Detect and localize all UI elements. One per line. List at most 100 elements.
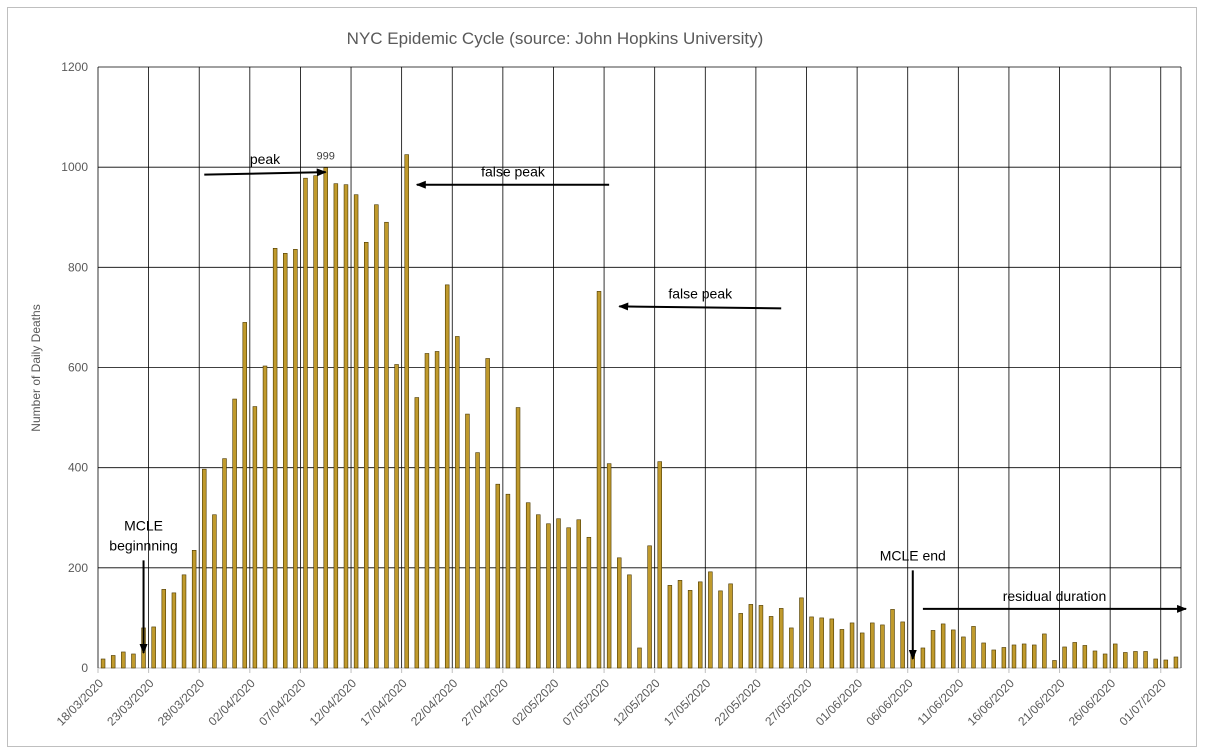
bar <box>647 545 652 669</box>
bar <box>1153 658 1158 669</box>
bar <box>536 514 541 669</box>
x-tick-label: 11/06/2020 <box>915 676 967 728</box>
x-tick-label: 22/05/2020 <box>712 676 765 729</box>
x-tick-label: 07/04/2020 <box>256 676 309 729</box>
bar <box>191 550 197 669</box>
bar <box>475 452 480 669</box>
x-tick-label: 07/05/2020 <box>560 676 613 729</box>
x-tick-label: 23/03/2020 <box>104 676 157 729</box>
bar <box>576 519 581 669</box>
bar <box>363 241 369 669</box>
bar <box>606 463 612 669</box>
bar <box>485 358 490 669</box>
x-tick-label: 21/06/2020 <box>1015 676 1068 729</box>
bars-layer <box>100 154 1179 669</box>
bar <box>1062 646 1067 669</box>
bar <box>991 649 996 669</box>
bar <box>890 609 895 669</box>
bar <box>546 523 551 669</box>
bar <box>434 351 440 669</box>
bar <box>1112 643 1118 669</box>
bar <box>505 493 511 669</box>
bar <box>343 184 349 669</box>
bar <box>262 365 268 669</box>
x-tick-label: 16/06/2020 <box>965 676 1018 729</box>
bar <box>951 629 956 669</box>
x-tick-label: 01/06/2020 <box>813 676 866 729</box>
y-tick-label: 200 <box>68 561 88 575</box>
bar <box>252 406 258 669</box>
bar <box>121 651 126 669</box>
y-tick-label: 1000 <box>61 160 88 174</box>
bar <box>768 616 774 669</box>
axis-layer: 0 200 400 600 800 1000 1200 18/03/202023/03/202… <box>54 60 1169 729</box>
x-tick-label: 01/07/2020 <box>1116 676 1169 729</box>
bar <box>424 353 430 669</box>
x-tick-label: 12/04/2020 <box>307 676 360 729</box>
bar <box>1052 660 1057 669</box>
bar <box>1011 644 1017 669</box>
x-tick-label: 17/04/2020 <box>357 676 410 729</box>
bar <box>333 183 339 669</box>
bar <box>1082 645 1088 669</box>
bar <box>1123 652 1128 669</box>
bar <box>455 336 460 669</box>
bar <box>202 468 207 669</box>
annotation-layer: 999 peak false peak false peak MCLE beginnnin… <box>109 151 1188 660</box>
bar <box>161 589 167 669</box>
x-tick-label: 18/03/2020 <box>54 676 107 729</box>
bar <box>758 605 764 669</box>
x-tick-label: 02/05/2020 <box>509 676 562 729</box>
x-tick-label: 12/05/2020 <box>610 676 663 729</box>
bar <box>1021 643 1027 669</box>
y-axis-label: Number of Daily Deaths <box>29 304 43 431</box>
annotation-label: beginnning <box>109 537 178 553</box>
bar <box>1143 651 1148 669</box>
y-tick-label: 0 <box>81 661 88 675</box>
bar <box>313 175 318 669</box>
bar <box>627 574 632 669</box>
bar <box>677 580 683 669</box>
bar <box>849 622 855 669</box>
bar <box>212 514 217 669</box>
bar <box>1072 642 1077 669</box>
y-tick-label: 600 <box>68 361 88 375</box>
bar <box>789 627 794 669</box>
bar <box>404 154 409 669</box>
bar <box>181 574 187 669</box>
bar <box>515 407 521 669</box>
annotation-label: false peak <box>668 285 733 301</box>
bar <box>242 322 247 669</box>
x-tick-label: 17/05/2020 <box>661 676 714 729</box>
bar <box>687 590 693 669</box>
bar <box>708 571 713 669</box>
data-label: 999 <box>317 151 335 163</box>
bar <box>839 629 845 669</box>
x-tick-label: 02/04/2020 <box>206 676 259 729</box>
bar <box>637 647 642 669</box>
bar <box>151 626 156 669</box>
annotation-arrow <box>204 168 327 177</box>
bar <box>1042 633 1047 669</box>
x-tick-label: 06/06/2020 <box>863 676 916 729</box>
bar <box>940 623 946 669</box>
annotation-label: MCLE end <box>880 547 946 563</box>
bar <box>698 581 703 669</box>
x-tick-label: 26/06/2020 <box>1066 676 1119 729</box>
bar <box>617 557 622 669</box>
y-tick-label: 1200 <box>61 60 88 74</box>
bar <box>171 592 177 669</box>
annotation-label: residual duration <box>1003 588 1107 604</box>
bar <box>495 483 501 669</box>
bar <box>930 630 936 669</box>
bar <box>1092 650 1098 669</box>
bar <box>353 194 359 669</box>
bar <box>384 221 389 669</box>
x-tick-label: 22/04/2020 <box>408 676 461 729</box>
y-tick-label: 400 <box>68 461 88 475</box>
bar <box>880 624 885 669</box>
bar <box>232 398 237 669</box>
annotation-arrow <box>618 302 782 311</box>
